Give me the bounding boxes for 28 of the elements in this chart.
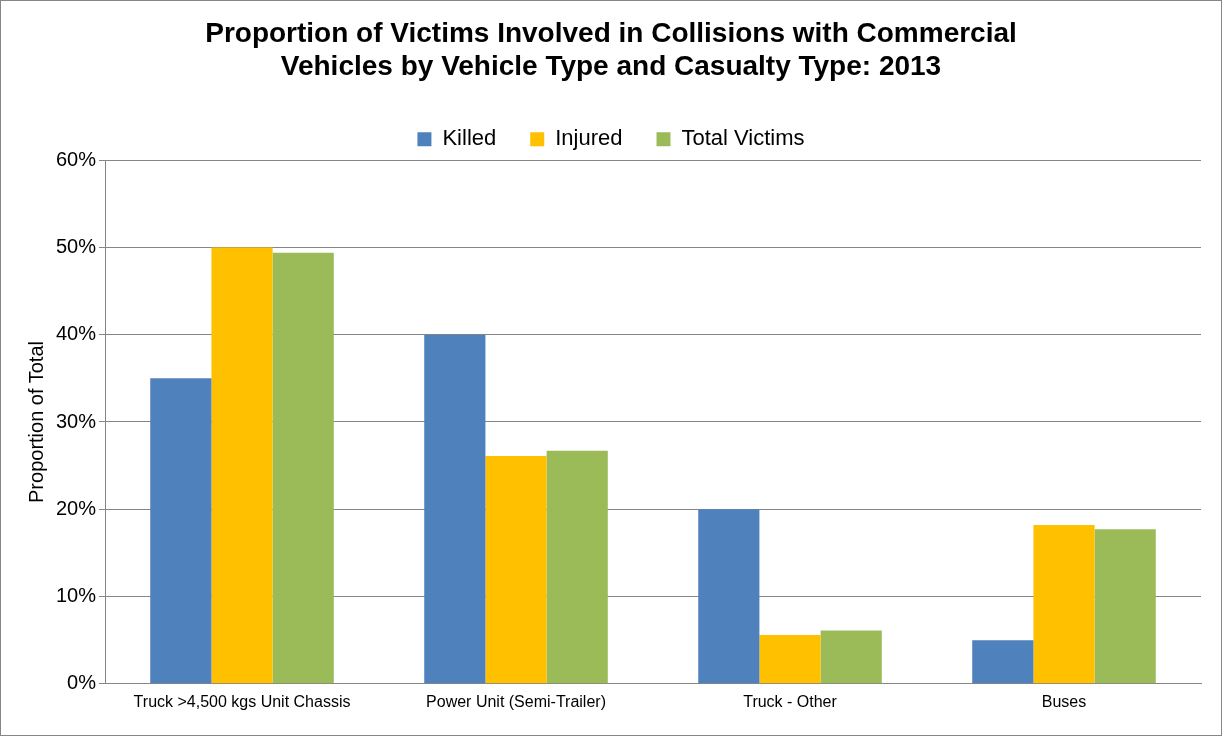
bar bbox=[759, 634, 821, 684]
bar bbox=[485, 456, 547, 684]
y-tick-label: 50% bbox=[56, 234, 97, 257]
x-tick-label: Truck >4,500 kgs Unit Chassis bbox=[133, 692, 351, 710]
bar bbox=[150, 378, 212, 684]
bar bbox=[424, 334, 486, 684]
bar bbox=[698, 509, 760, 684]
legend-label: Injured bbox=[555, 125, 623, 151]
legend-label: Killed bbox=[442, 125, 497, 151]
y-axis-title: Proportion of Total bbox=[24, 341, 47, 503]
y-tick-label: 0% bbox=[67, 671, 97, 694]
x-tick-label: Power Unit (Semi-Trailer) bbox=[426, 692, 606, 710]
y-tick-label: 10% bbox=[56, 584, 97, 607]
bar bbox=[1094, 529, 1156, 684]
x-tick-label: Truck - Other bbox=[743, 692, 838, 710]
x-tick-label: Buses bbox=[1041, 692, 1087, 710]
bar bbox=[820, 630, 882, 684]
bar bbox=[1033, 524, 1095, 684]
y-tick-label: 20% bbox=[56, 496, 97, 519]
chart-title: Proportion of Victims Involved in Collisions with Commercial Vehicles by Vehicle Type and Casualty Type: 2013 bbox=[205, 16, 1017, 82]
bar bbox=[972, 640, 1034, 684]
legend-label: Total Victims bbox=[681, 125, 805, 151]
bar bbox=[272, 252, 334, 684]
y-tick-label: 40% bbox=[56, 322, 97, 345]
bar bbox=[546, 450, 608, 684]
bar bbox=[211, 247, 273, 684]
y-tick-label: 60% bbox=[56, 147, 97, 170]
y-tick-label: 30% bbox=[56, 409, 97, 432]
